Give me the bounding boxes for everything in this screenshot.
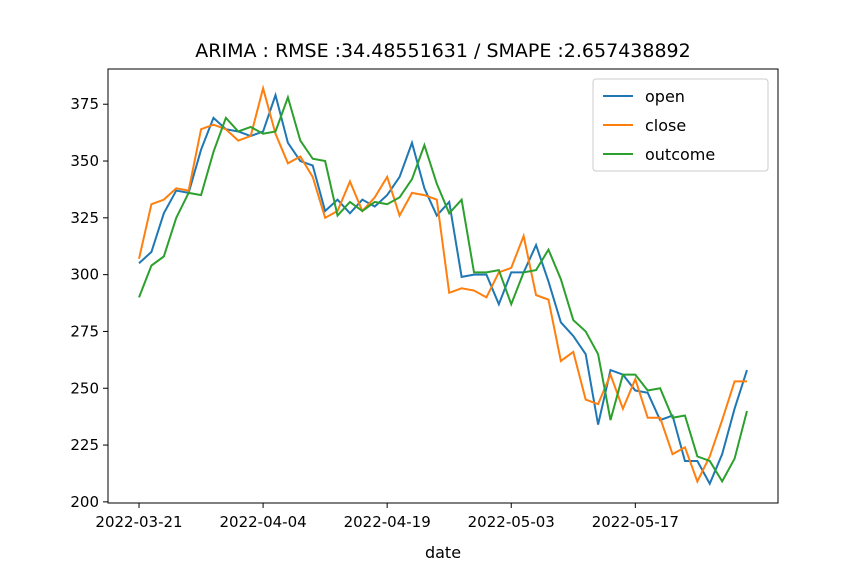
chart-title: ARIMA : RMSE :34.48551631 / SMAPE :2.657… — [195, 40, 690, 62]
x-tick-label: 2022-03-21 — [95, 513, 182, 531]
x-tick-label: 2022-05-03 — [468, 513, 555, 531]
y-tick-label: 375 — [70, 95, 99, 113]
line — [138, 94, 748, 484]
y-tick-label: 225 — [70, 436, 99, 454]
legend-label: outcome — [645, 145, 715, 164]
line — [138, 91, 748, 486]
legend-box — [592, 78, 769, 172]
y-tick-label: 250 — [70, 379, 99, 397]
y-tick-label: 300 — [70, 266, 99, 284]
y-tick-label: 275 — [70, 322, 99, 340]
axes-frame — [107, 68, 779, 504]
y-tick-label: 200 — [70, 493, 99, 511]
legend-label: close — [645, 116, 686, 135]
x-tick-label: 2022-04-04 — [219, 513, 306, 531]
x-tick-label: 2022-04-19 — [344, 513, 431, 531]
y-tick-label: 325 — [70, 209, 99, 227]
x-axis-label: date — [425, 543, 461, 562]
legend-label: open — [645, 87, 685, 106]
x-tick-label: 2022-05-17 — [592, 513, 679, 531]
y-tick-label: 350 — [70, 152, 99, 170]
line — [138, 84, 747, 484]
